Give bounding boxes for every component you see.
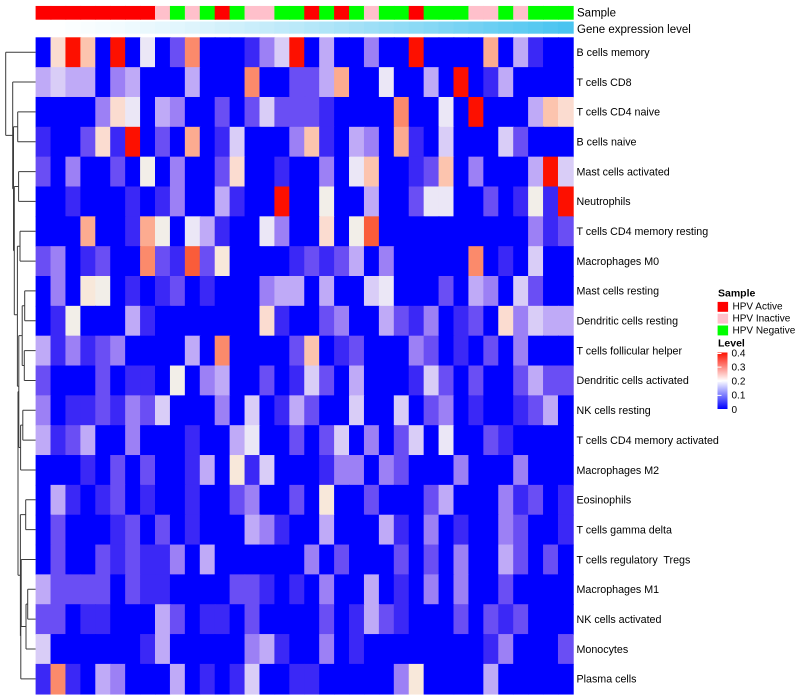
svg-text:0: 0: [732, 405, 738, 416]
svg-text:Gene expression level: Gene expression level: [577, 24, 691, 36]
svg-text:HPV Inactive: HPV Inactive: [733, 314, 791, 325]
svg-text:HPV Negative: HPV Negative: [733, 325, 796, 336]
svg-text:Macrophages M0: Macrophages M0: [577, 256, 660, 268]
svg-text:HPV Active: HPV Active: [733, 302, 783, 313]
svg-text:Mast cells resting: Mast cells resting: [577, 286, 660, 298]
svg-text:T cells CD8: T cells CD8: [577, 77, 632, 89]
svg-text:NK cells resting: NK cells resting: [577, 405, 651, 417]
svg-text:Eosinophils: Eosinophils: [577, 495, 632, 507]
svg-text:T cells CD4 memory resting: T cells CD4 memory resting: [577, 226, 709, 238]
svg-text:T cells CD4 memory activated: T cells CD4 memory activated: [577, 435, 719, 447]
svg-text:T cells gamma delta: T cells gamma delta: [577, 524, 672, 536]
svg-text:0.1: 0.1: [732, 391, 746, 402]
svg-text:Neutrophils: Neutrophils: [577, 196, 631, 208]
svg-text:Mast cells activated: Mast cells activated: [577, 166, 670, 178]
svg-text:0.2: 0.2: [732, 377, 746, 388]
svg-text:Sample: Sample: [577, 8, 616, 20]
svg-text:T cells regulatory Tregs: T cells regulatory Tregs: [577, 554, 691, 566]
svg-text:0.3: 0.3: [732, 362, 746, 373]
svg-text:Macrophages M1: Macrophages M1: [577, 584, 660, 596]
svg-text:Dendritic cells activated: Dendritic cells activated: [577, 375, 689, 387]
svg-text:T cells follicular helper: T cells follicular helper: [577, 345, 683, 357]
svg-text:Plasma cells: Plasma cells: [577, 674, 637, 686]
svg-text:T cells CD4 naive: T cells CD4 naive: [577, 107, 661, 119]
svg-text:B cells naive: B cells naive: [577, 137, 637, 149]
svg-text:Level: Level: [718, 338, 745, 350]
svg-text:NK cells activated: NK cells activated: [577, 614, 662, 626]
svg-text:Dendritic cells resting: Dendritic cells resting: [577, 316, 679, 328]
svg-text:Sample: Sample: [718, 288, 756, 300]
svg-text:Monocytes: Monocytes: [577, 644, 629, 656]
svg-text:B cells memory: B cells memory: [577, 47, 651, 59]
svg-text:0.4: 0.4: [732, 348, 746, 359]
svg-text:Macrophages M2: Macrophages M2: [577, 465, 660, 477]
